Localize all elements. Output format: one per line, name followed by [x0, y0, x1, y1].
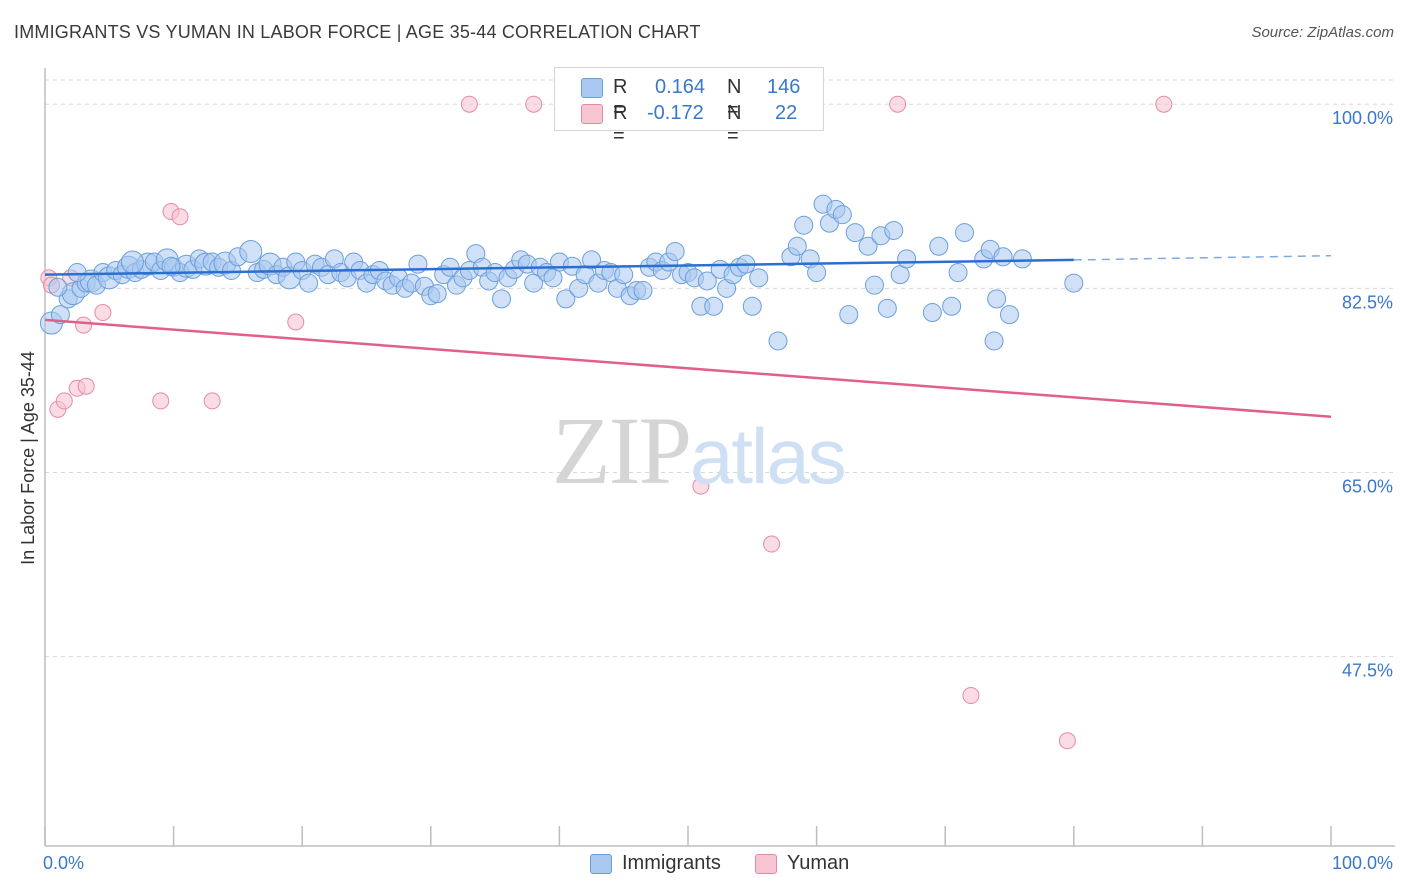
immigrants-point — [697, 271, 717, 291]
legend-n-label: N = — [727, 76, 742, 121]
immigrants-point — [161, 256, 181, 276]
trend-lines — [44, 254, 1332, 418]
immigrants-point — [440, 257, 460, 277]
immigrants-point — [633, 280, 653, 300]
yuman-point — [77, 377, 95, 395]
bottom-legend-label-immigrants: Immigrants — [622, 852, 721, 874]
source-credit: Source: ZipAtlas.com — [1251, 24, 1394, 41]
immigrants-point — [239, 240, 263, 264]
legend-swatch-yuman — [581, 104, 603, 124]
immigrants-point — [492, 289, 512, 309]
y-tick-label: 82.5% — [1342, 292, 1393, 312]
yuman-point — [692, 477, 710, 495]
watermark: ZIPatlas — [552, 395, 847, 506]
x-tick-label: 0.0% — [43, 853, 84, 873]
legend-n-value: 146 — [767, 76, 801, 98]
legend-n-value: 22 — [775, 102, 798, 124]
immigrants-point — [665, 242, 685, 262]
immigrants-point — [858, 236, 878, 256]
immigrants-point — [987, 289, 1007, 309]
immigrants-point — [948, 263, 968, 283]
immigrants-point — [742, 296, 762, 316]
immigrants-point — [427, 284, 447, 304]
immigrants-trend-extension — [1073, 254, 1332, 261]
immigrants-point — [845, 223, 865, 243]
legend-r-value: -0.172 — [647, 102, 704, 124]
immigrants-point — [864, 275, 884, 295]
immigrants-trend-line — [44, 258, 1074, 276]
stats-legend: R = 0.164 N = 146 R = -0.172 N = 22 — [554, 67, 824, 147]
immigrants-point — [768, 331, 788, 351]
legend-r-label: R = — [613, 76, 628, 121]
yuman-trend-line — [44, 318, 1332, 418]
yuman-point — [203, 392, 221, 410]
immigrants-point — [942, 296, 962, 316]
tick-labels: 47.5% 65.0% 82.5% 100.0% 0.0% 100.0% — [43, 108, 1393, 873]
immigrants-point — [877, 298, 897, 318]
immigrants-point — [614, 265, 634, 285]
yuman-point — [1058, 732, 1076, 750]
immigrants-point — [556, 289, 576, 309]
bottom-legend-swatch-yuman — [755, 854, 777, 874]
immigrants-point — [993, 247, 1013, 267]
watermark-zip: ZIP — [552, 397, 692, 504]
y-axis-label: In Labor Force | Age 35-44 — [18, 351, 38, 565]
immigrants-point — [120, 250, 144, 274]
immigrants-point — [1000, 305, 1019, 325]
immigrants-point — [704, 296, 724, 316]
immigrants-point — [1012, 249, 1032, 269]
immigrants-point — [807, 263, 827, 283]
immigrants-point — [787, 236, 807, 256]
immigrants-point — [954, 223, 974, 243]
yuman-point — [171, 208, 189, 226]
immigrants-point — [50, 305, 70, 325]
immigrants-point — [832, 205, 852, 225]
yuman-point — [763, 535, 781, 553]
chart-title: IMMIGRANTS VS YUMAN IN LABOR FORCE | AGE… — [14, 22, 701, 42]
y-tick-label: 65.0% — [1342, 476, 1393, 496]
immigrants-point — [839, 305, 859, 325]
immigrants-point — [582, 250, 602, 270]
yuman-point — [55, 392, 73, 410]
yuman-point — [94, 304, 112, 322]
legend-r-label: R = — [613, 102, 628, 147]
yuman-point — [287, 313, 305, 331]
immigrants-point — [1064, 273, 1084, 293]
immigrants-point — [897, 249, 917, 269]
x-tick-label: 100.0% — [1332, 853, 1393, 873]
immigrants-point — [984, 331, 1004, 351]
grid-lines — [45, 79, 1395, 658]
yuman-point — [460, 95, 478, 113]
axes — [44, 68, 1395, 847]
immigrants-point — [67, 263, 87, 283]
yuman-point — [889, 95, 907, 113]
legend-n-label: N = — [727, 102, 742, 147]
watermark-atlas: atlas — [690, 412, 847, 500]
legend-swatch-immigrants — [581, 78, 603, 98]
immigrants-point — [794, 215, 814, 235]
y-tick-label: 47.5% — [1342, 661, 1393, 681]
yuman-point — [1155, 95, 1173, 113]
immigrants-point — [48, 277, 68, 297]
bottom-legend-label-yuman: Yuman — [787, 852, 850, 874]
immigrants-point — [299, 273, 319, 293]
immigrants-point — [922, 303, 942, 323]
yuman-point — [152, 392, 170, 410]
immigrants-point — [929, 236, 949, 256]
yuman-point — [75, 316, 93, 334]
y-tick-label: 100.0% — [1332, 108, 1393, 128]
yuman-point — [525, 95, 543, 113]
yuman-point — [962, 687, 980, 705]
bottom-legend-swatch-immigrants — [590, 854, 612, 874]
immigrants-point — [749, 268, 769, 288]
legend-r-value: 0.164 — [655, 76, 706, 98]
immigrants-point — [884, 220, 904, 240]
